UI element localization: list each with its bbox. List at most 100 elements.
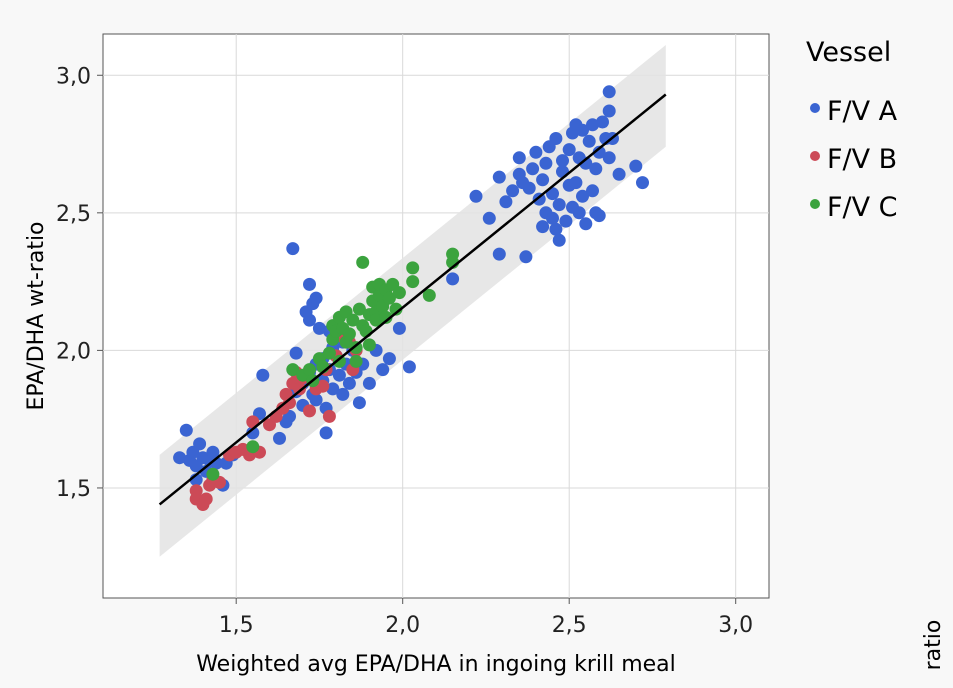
x-tick-label-1: 2,0 (385, 613, 420, 638)
point-series2-20 (349, 354, 363, 368)
corner-label: ratio (921, 620, 946, 671)
fit-line-group (158, 93, 667, 506)
point-series0-90 (562, 143, 576, 157)
point-series0-58 (392, 321, 406, 335)
point-series0-81 (546, 211, 559, 225)
legend: F/V A F/V B F/V C (810, 96, 898, 223)
point-series0-49 (342, 376, 356, 390)
point-series0-63 (492, 247, 506, 261)
x-tick-label-0: 1,5 (219, 613, 254, 638)
point-series0-21 (286, 242, 300, 256)
point-series0-102 (586, 184, 599, 198)
point-series2-40 (406, 261, 420, 275)
data-points (173, 85, 649, 511)
y-tick-label-1: 2,0 (56, 339, 91, 364)
point-series0-52 (352, 396, 366, 410)
point-series0-96 (572, 206, 586, 220)
point-series0-47 (336, 387, 350, 401)
legend-title: Vessel (806, 37, 891, 68)
point-series0-10 (206, 445, 220, 459)
point-series0-100 (579, 217, 593, 231)
point-series2-26 (362, 338, 376, 352)
point-series0-65 (499, 195, 513, 209)
point-series0-112 (602, 104, 616, 118)
point-series0-72 (526, 162, 540, 176)
point-series0-39 (319, 426, 333, 440)
point-series0-103 (586, 118, 599, 132)
point-series2-1 (246, 440, 260, 454)
point-series0-97 (576, 189, 589, 203)
point-series0-45 (332, 368, 346, 382)
point-series0-32 (309, 291, 323, 305)
point-series0-34 (309, 393, 323, 407)
point-series0-70 (519, 250, 533, 264)
point-series0-108 (596, 115, 609, 129)
point-series2-41 (406, 275, 420, 289)
point-series0-35 (312, 321, 326, 335)
point-series0-18 (273, 431, 286, 445)
legend-label-2: F/V C (827, 192, 898, 223)
point-series0-68 (512, 151, 526, 165)
point-series0-94 (569, 176, 583, 190)
legend-marker-2 (810, 199, 820, 209)
point-series1-22 (303, 404, 316, 418)
point-series0-60 (446, 272, 460, 286)
x-tick-label-2: 2,5 (552, 613, 587, 638)
legend-label-0: F/V A (827, 96, 898, 127)
point-series0-101 (582, 134, 596, 148)
point-series2-39 (392, 286, 406, 300)
point-series0-57 (382, 352, 396, 366)
x-tick-label-3: 3,0 (718, 613, 753, 638)
point-series1-24 (316, 379, 330, 393)
point-series0-43 (326, 382, 340, 396)
point-series0-54 (362, 376, 376, 390)
point-series1-17 (283, 396, 296, 410)
axis-ticks: 1,5 2,0 2,5 3,0 1,5 2,0 2,5 3,0 (56, 64, 753, 638)
point-series2-21 (352, 302, 366, 316)
point-series0-27 (303, 277, 316, 291)
point-series1-3 (199, 492, 213, 506)
point-series0-99 (579, 156, 593, 170)
point-series2-12 (332, 354, 346, 368)
point-series2-17 (342, 327, 356, 341)
point-series0-82 (549, 132, 563, 145)
fit-line (158, 93, 667, 506)
point-series2-36 (382, 291, 396, 305)
point-series2-35 (379, 310, 393, 324)
point-series0-28 (303, 313, 316, 327)
point-series0-15 (246, 426, 260, 440)
point-series0-75 (536, 173, 550, 187)
point-series2-0 (206, 467, 220, 481)
point-series0-85 (552, 233, 566, 247)
point-series0-6 (193, 437, 207, 451)
point-series2-30 (369, 313, 383, 327)
y-tick-label-0: 1,5 (56, 477, 91, 502)
legend-label-1: F/V B (827, 144, 897, 175)
point-series2-22 (356, 255, 370, 269)
point-series0-114 (612, 167, 626, 181)
point-series0-1 (179, 423, 193, 437)
point-series0-22 (289, 346, 303, 360)
legend-marker-0 (810, 103, 820, 113)
point-series0-84 (552, 198, 566, 212)
point-series2-8 (322, 346, 336, 360)
point-series0-59 (402, 360, 416, 374)
point-series2-42 (422, 288, 436, 302)
point-series0-0 (173, 451, 187, 465)
point-series1-20 (293, 382, 306, 396)
point-series0-116 (636, 176, 649, 190)
point-series0-61 (469, 189, 483, 203)
point-series0-64 (492, 170, 506, 184)
legend-marker-1 (810, 151, 820, 161)
point-series0-106 (592, 145, 606, 159)
point-series2-2 (286, 363, 300, 377)
point-series0-83 (549, 222, 563, 236)
point-series0-98 (576, 123, 589, 137)
point-series0-62 (482, 211, 496, 225)
point-series2-19 (349, 341, 363, 355)
y-tick-label-2: 2,5 (56, 202, 91, 227)
point-series0-105 (589, 162, 603, 176)
point-series0-115 (629, 159, 643, 173)
point-series2-18 (346, 313, 360, 327)
point-series2-4 (303, 363, 316, 377)
